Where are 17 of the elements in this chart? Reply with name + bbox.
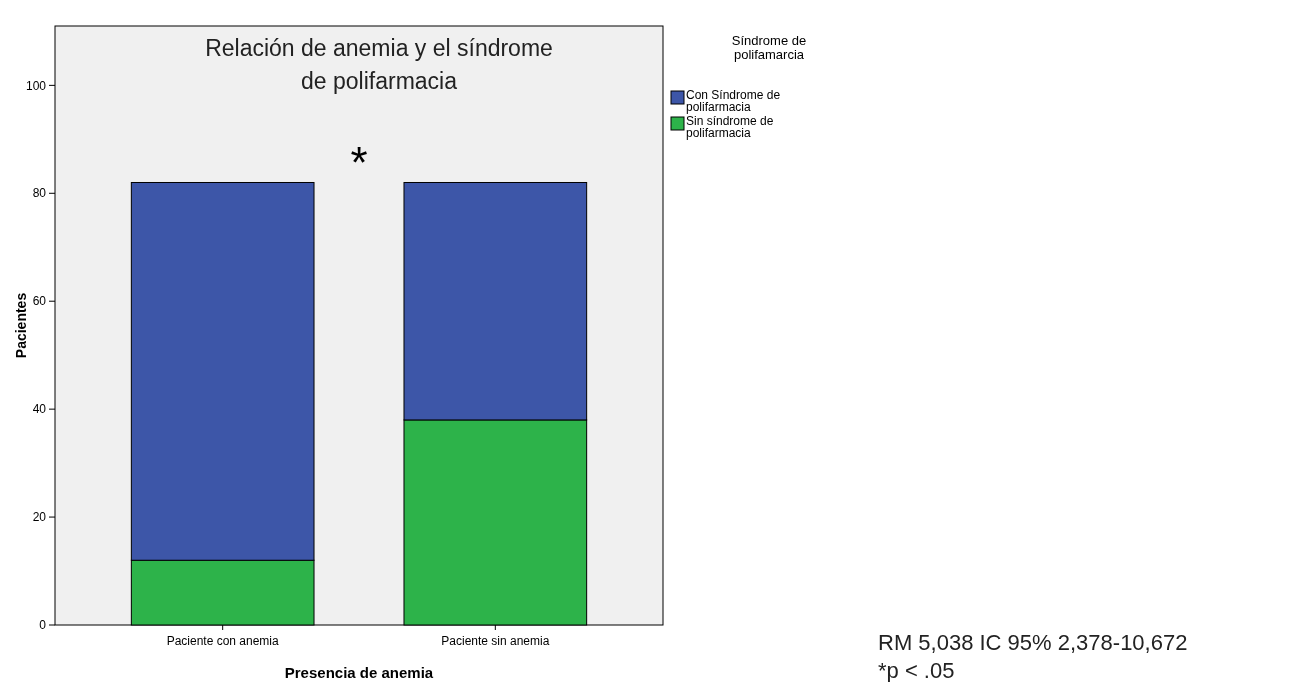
y-tick-label: 60	[32, 294, 47, 309]
y-axis-title: Pacientes	[13, 292, 29, 359]
y-tick-label: 0	[39, 618, 47, 633]
legend-title: Síndrome de polifamarcia	[731, 33, 807, 62]
legend-label: Con Síndrome de polifarmacia	[686, 88, 781, 114]
x-tick-label: Paciente con anemia	[166, 634, 280, 648]
text: *p < .05	[878, 658, 955, 683]
y-tick-label: 80	[32, 186, 47, 201]
x-tick-label: Paciente sin anemia	[441, 634, 550, 648]
text: Relación de anemia y el síndrome de polifarmacia	[205, 35, 553, 94]
y-tick-label: 20	[32, 510, 47, 525]
text: RM 5,038 IC 95% 2,378-10,672	[878, 630, 1188, 655]
y-tick-label: 40	[32, 402, 47, 417]
annotation: *	[350, 138, 368, 187]
y-tick-label: 100	[25, 78, 47, 93]
x-axis-title: Presencia de anemia	[284, 664, 434, 681]
legend-label: Sin síndrome de polifarmacia	[686, 114, 774, 140]
